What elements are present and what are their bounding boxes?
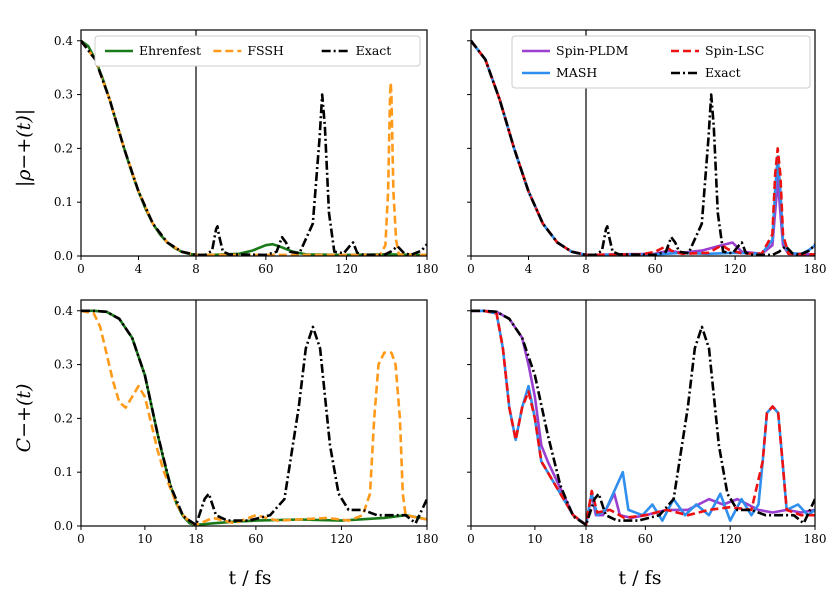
series-group: [471, 40, 815, 256]
legend-label: Spin-PLDM: [556, 43, 629, 58]
x-tick-label: 60: [648, 262, 663, 276]
series-group: [81, 39, 427, 256]
plot-frame: [80, 29, 428, 257]
legend-label: FSSH: [247, 43, 284, 58]
y-tick-label: 0.1: [54, 465, 73, 479]
xlabel-right: t / fs: [619, 567, 662, 589]
plot-frame: [470, 299, 816, 527]
legend-label: Exact: [705, 65, 741, 80]
legend-label: Spin-LSC: [705, 43, 764, 58]
ylabel-bottom: C−+(t): [13, 384, 35, 453]
legend: Ehrenfest FSSH Exact: [94, 35, 421, 67]
panel-bottom-left: 0.0 0.1 0.2 0.3 0.4 0 10 18 60 120 180: [54, 299, 439, 546]
legend-box: [511, 35, 811, 89]
x-tick-label: 60: [248, 532, 263, 546]
series-line-fssh: [81, 40, 427, 256]
y-tick-label: 0.3: [54, 358, 73, 372]
series-line-ehrenfest: [81, 39, 427, 256]
x-tick-label: 18: [188, 532, 203, 546]
x-tick-label: 0: [467, 262, 475, 276]
x-tick-label: 180: [416, 262, 439, 276]
x-tick-label: 120: [719, 532, 742, 546]
series-group: [471, 309, 815, 526]
plot-frame: [80, 299, 428, 527]
x-tick-label: 8: [192, 262, 200, 276]
panel-bottom-right: 0 10 18 60 120 180: [467, 299, 827, 546]
y-tick-label: 0.0: [54, 519, 73, 533]
y-tick-label: 0.2: [54, 411, 73, 425]
x-tick-label: 120: [330, 532, 353, 546]
x-tick-label: 8: [582, 262, 590, 276]
x-tick-label: 120: [335, 262, 358, 276]
legend-label: Ehrenfest: [139, 43, 201, 58]
legend-label: MASH: [556, 65, 597, 80]
x-tick-label: 10: [527, 532, 542, 546]
series-line-spin-lsc: [471, 40, 815, 256]
series-line-exact: [81, 40, 427, 256]
series-line-exact: [471, 40, 815, 256]
x-tick-label: 10: [137, 532, 152, 546]
series-group: [81, 309, 427, 526]
y-tick-label: 0.4: [54, 34, 73, 48]
ylabel-top: |ρ−+(t)|: [13, 109, 35, 187]
series-line-exact: [81, 309, 427, 526]
x-tick-label: 180: [804, 532, 827, 546]
x-tick-label: 4: [525, 262, 533, 276]
series-line-fssh: [81, 309, 427, 526]
y-tick-label: 0.0: [54, 249, 73, 263]
series-line-spin-lsc: [471, 309, 815, 526]
panel-top-right: 0 4 8 60 120 180 Spin-PLDM Spin-LSC MASH Exact: [467, 29, 827, 276]
y-tick-label: 0.2: [54, 141, 73, 155]
series-line-exact: [471, 309, 815, 526]
x-tick-label: 4: [135, 262, 143, 276]
legend-box: [94, 35, 421, 67]
y-tick-label: 0.4: [54, 304, 73, 318]
x-tick-label: 0: [467, 532, 475, 546]
x-tick-label: 0: [77, 532, 85, 546]
x-tick-label: 180: [416, 532, 439, 546]
x-tick-label: 60: [638, 532, 653, 546]
x-tick-label: 18: [578, 532, 593, 546]
x-tick-label: 120: [724, 262, 747, 276]
x-tick-label: 60: [258, 262, 273, 276]
plot-frame: [470, 29, 816, 257]
y-tick-label: 0.1: [54, 195, 73, 209]
legend-label: Exact: [356, 43, 392, 58]
xlabel-left: t / fs: [229, 567, 272, 589]
x-tick-label: 180: [804, 262, 827, 276]
x-tick-label: 0: [77, 262, 85, 276]
y-tick-label: 0.3: [54, 88, 73, 102]
legend: Spin-PLDM Spin-LSC MASH Exact: [511, 35, 811, 89]
